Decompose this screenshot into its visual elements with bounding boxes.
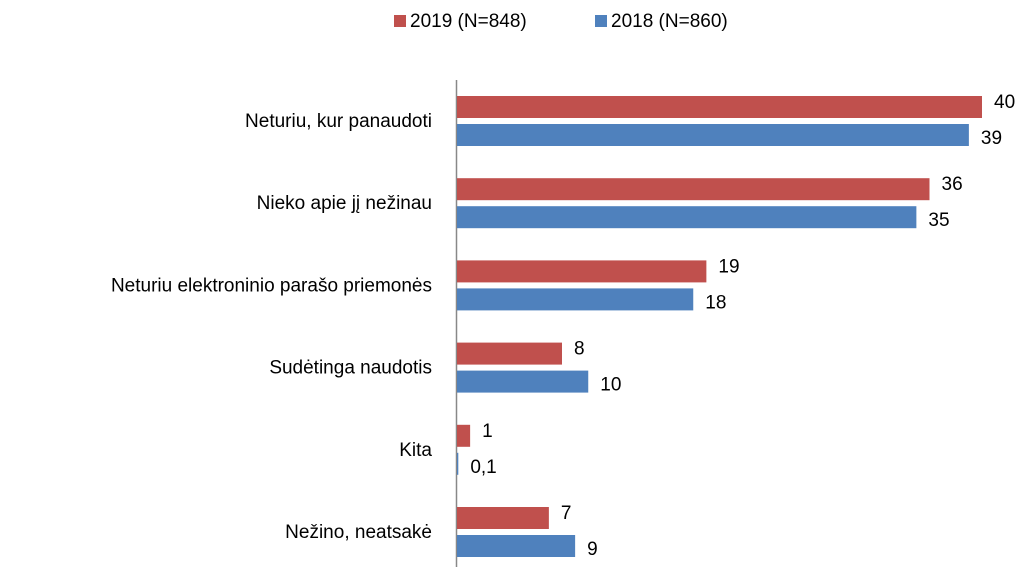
value-label: 40 [994,92,1015,113]
value-label: 9 [587,539,598,560]
legend-label: 2019 (N=848) [410,11,527,32]
category-label: Kita [399,440,432,461]
value-label: 10 [600,375,621,396]
legend-label: 2018 (N=860) [611,11,728,32]
bar [457,206,917,229]
legend-swatch [394,15,406,27]
value-label: 0,1 [470,457,496,478]
value-label: 19 [718,256,739,277]
category-label: Nežino, neatsakė [285,522,432,543]
category-label: Sudėtinga naudotis [269,358,432,379]
bar [457,178,930,201]
bar [457,288,694,311]
value-label: 8 [574,339,585,360]
value-label: 36 [942,174,963,195]
bar [457,535,576,557]
value-label: 39 [981,128,1002,149]
bar [457,260,707,283]
bar [457,370,589,393]
value-label: 7 [561,503,572,524]
bar [457,424,471,447]
category-label: Nieko apie jį nežinau [257,193,432,214]
category-label: Neturiu, kur panaudoti [245,111,432,132]
category-label: Neturiu elektroninio parašo priemonės [111,275,432,296]
value-label: 1 [482,421,493,442]
bar [457,507,549,529]
bar [457,452,459,475]
bar [457,96,982,118]
bar [457,124,969,146]
value-label: 18 [705,292,726,313]
legend-swatch [595,15,607,27]
bar [457,342,562,365]
value-label: 35 [928,210,949,231]
